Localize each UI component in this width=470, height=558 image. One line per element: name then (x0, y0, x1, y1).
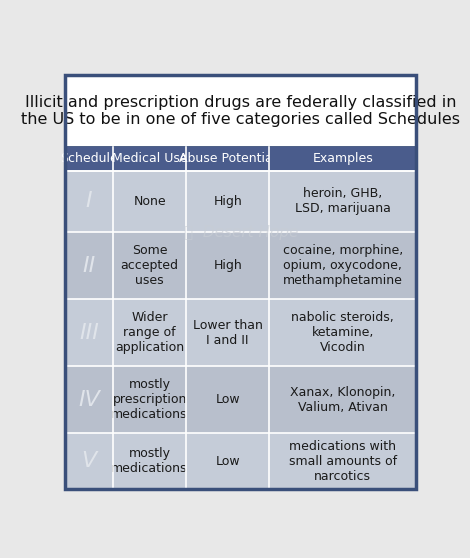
Bar (65, 299, 113, 366)
Text: Medical Use: Medical Use (112, 152, 188, 166)
Bar (65, 147, 113, 171)
Bar (187, 171, 269, 232)
Bar (187, 434, 269, 489)
Text: heroin, GHB,
LSD, marijuana: heroin, GHB, LSD, marijuana (295, 187, 391, 215)
Bar (269, 171, 416, 232)
Bar (65, 434, 113, 489)
Text: Low: Low (215, 455, 240, 468)
Bar (113, 171, 187, 232)
Bar (113, 366, 187, 434)
Text: Some
accepted
uses: Some accepted uses (121, 244, 179, 287)
Text: IV: IV (78, 390, 100, 410)
Text: mostly
medications: mostly medications (111, 447, 188, 475)
Bar (113, 232, 187, 299)
Bar (269, 366, 416, 434)
Text: nabolic steroids,
ketamine,
Vicodin: nabolic steroids, ketamine, Vicodin (291, 311, 394, 354)
Text: Lower than
I and II: Lower than I and II (193, 319, 263, 347)
Text: Examples: Examples (313, 152, 373, 166)
Text: High: High (213, 259, 242, 272)
Text: Low: Low (215, 393, 240, 406)
Text: Illicit and prescription drugs are federally classified in
the US to be in one o: Illicit and prescription drugs are feder… (21, 95, 461, 127)
Bar (269, 434, 416, 489)
Bar (187, 366, 269, 434)
Text: Wider
range of
application: Wider range of application (115, 311, 184, 354)
Bar (65, 366, 113, 434)
Bar (269, 147, 416, 171)
Bar (65, 171, 113, 232)
Text: III: III (79, 323, 99, 343)
Bar (269, 299, 416, 366)
Bar (65, 75, 416, 147)
Text: Abuse Potential: Abuse Potential (179, 152, 276, 166)
Bar (113, 147, 187, 171)
Text: Xanax, Klonopin,
Valium, Ativan: Xanax, Klonopin, Valium, Ativan (290, 386, 395, 414)
Text: None: None (133, 195, 166, 208)
Bar (187, 232, 269, 299)
Text: mostly
prescription
medications: mostly prescription medications (111, 378, 188, 421)
Text: medications with
small amounts of
narcotics: medications with small amounts of narcot… (289, 440, 397, 483)
Bar (187, 299, 269, 366)
Bar (269, 232, 416, 299)
Text: Schedule: Schedule (60, 152, 118, 166)
Text: II: II (82, 256, 95, 276)
Bar (113, 299, 187, 366)
Bar (65, 232, 113, 299)
Text: Ⓢ  Desert Hope: Ⓢ Desert Hope (184, 224, 298, 239)
Bar (65, 75, 416, 147)
Text: cocaine, morphine,
opium, oxycodone,
methamphetamine: cocaine, morphine, opium, oxycodone, met… (282, 244, 403, 287)
Bar (187, 147, 269, 171)
Bar (113, 434, 187, 489)
Text: V: V (81, 451, 97, 471)
Text: High: High (213, 195, 242, 208)
Text: I: I (86, 191, 92, 211)
